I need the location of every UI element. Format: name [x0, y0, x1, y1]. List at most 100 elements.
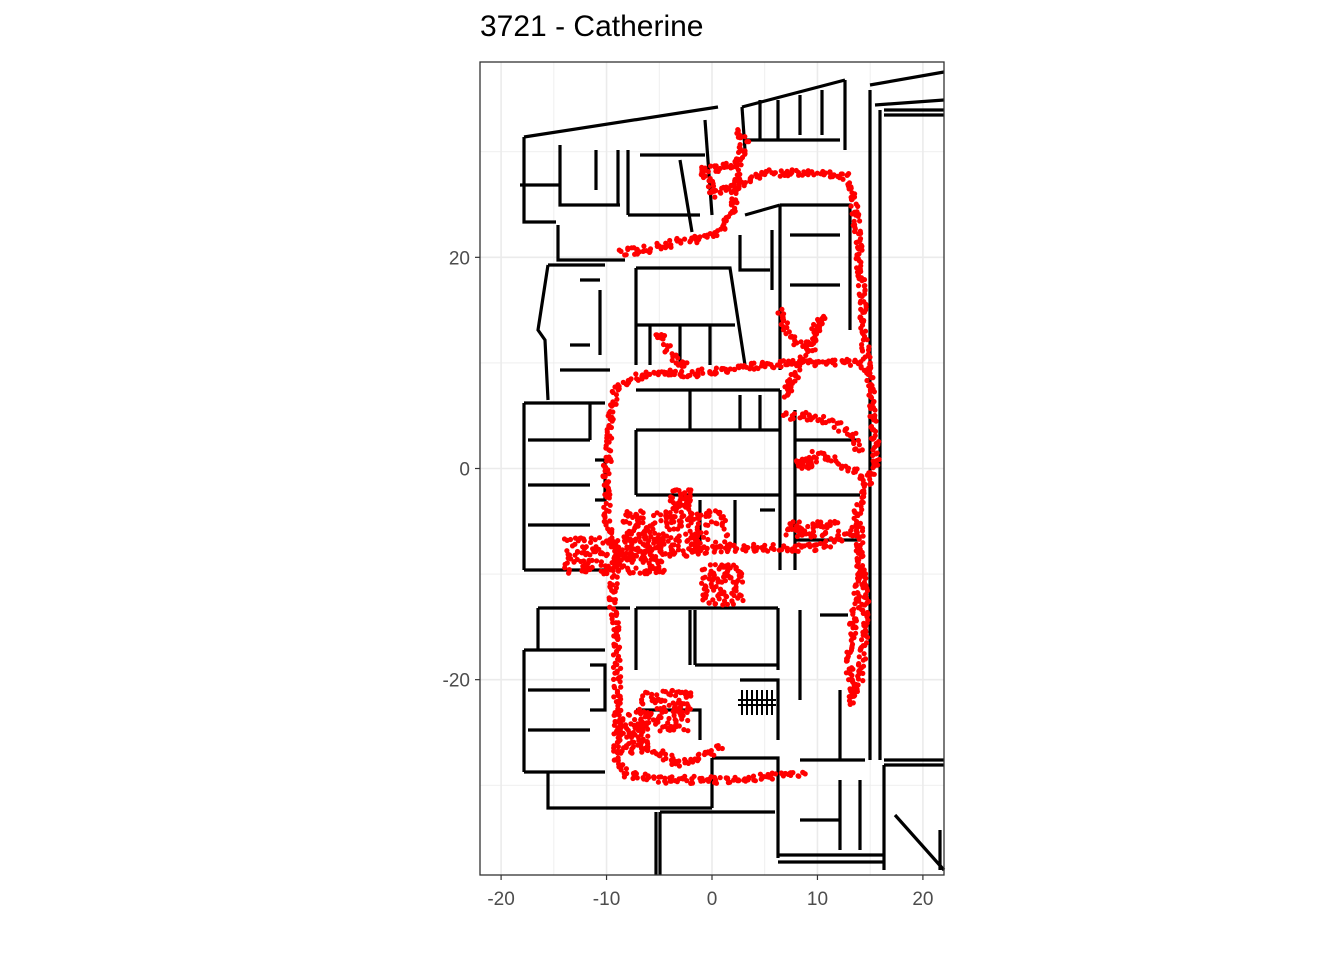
location-point: [864, 370, 870, 376]
location-point: [702, 749, 708, 755]
location-point: [859, 348, 866, 354]
location-point: [614, 396, 620, 402]
location-point: [851, 606, 857, 612]
location-point: [853, 541, 860, 548]
location-point: [859, 293, 865, 299]
location-point: [651, 512, 657, 519]
location-point: [808, 459, 814, 466]
location-point: [789, 167, 795, 173]
location-point: [725, 542, 731, 548]
location-point: [626, 528, 632, 535]
location-point: [603, 552, 609, 559]
location-point: [705, 184, 712, 190]
location-point: [681, 502, 687, 508]
location-point: [780, 358, 787, 364]
location-point: [651, 369, 657, 375]
location-point: [778, 321, 784, 328]
location-point: [860, 678, 866, 684]
x-axis: -20 -10 0 10 20: [487, 875, 933, 910]
location-point: [702, 591, 708, 598]
location-point: [636, 721, 642, 728]
location-point: [844, 359, 850, 365]
location-point: [700, 575, 706, 581]
location-point: [643, 747, 650, 753]
location-point: [832, 357, 838, 363]
location-point: [871, 398, 877, 405]
location-point: [781, 543, 787, 549]
location-point: [618, 248, 624, 254]
location-point: [647, 529, 653, 535]
location-point: [857, 300, 863, 306]
location-point: [611, 712, 617, 718]
location-point: [649, 563, 655, 570]
location-point: [853, 256, 859, 262]
wall: [523, 105, 719, 139]
location-point: [797, 367, 803, 373]
location-point: [718, 544, 724, 550]
location-point: [857, 546, 863, 552]
location-point: [735, 128, 741, 134]
location-point: [667, 237, 673, 244]
location-point: [658, 774, 664, 780]
location-point: [659, 539, 665, 546]
location-point: [842, 428, 848, 434]
location-point: [696, 544, 702, 551]
location-point: [807, 358, 813, 364]
location-point: [857, 475, 863, 481]
location-point: [640, 736, 646, 742]
location-point: [632, 525, 638, 531]
location-point: [852, 225, 858, 231]
chart-title: 3721 - Catherine: [480, 10, 704, 43]
location-point: [702, 173, 708, 179]
location-point: [625, 377, 631, 384]
location-point: [845, 655, 851, 661]
location-point: [692, 531, 699, 537]
location-point: [586, 557, 592, 564]
location-point: [815, 358, 822, 365]
location-point: [855, 560, 861, 566]
location-point: [852, 624, 858, 630]
location-point: [610, 620, 616, 626]
location-point: [827, 169, 833, 175]
location-point: [861, 309, 868, 315]
location-point: [848, 631, 854, 637]
location-point: [610, 389, 616, 396]
location-point: [787, 377, 793, 383]
location-point: [721, 526, 727, 532]
location-point: [858, 645, 864, 651]
location-point: [597, 551, 604, 557]
location-point: [661, 567, 667, 574]
location-point: [633, 565, 639, 571]
location-point: [706, 576, 712, 582]
location-point: [855, 213, 861, 219]
location-point: [638, 711, 644, 717]
location-point: [626, 712, 633, 718]
location-point: [757, 771, 764, 777]
location-point: [859, 318, 865, 324]
location-point: [592, 537, 598, 543]
location-point: [650, 717, 657, 723]
location-point: [862, 602, 868, 608]
location-point: [681, 360, 687, 366]
location-point: [859, 494, 866, 500]
location-point: [724, 775, 731, 781]
location-point: [861, 594, 867, 600]
location-point: [872, 428, 879, 434]
location-point: [851, 191, 857, 198]
location-point: [622, 555, 628, 561]
location-point: [706, 178, 712, 184]
location-point: [839, 171, 845, 177]
location-point: [658, 518, 664, 524]
location-point: [643, 525, 650, 531]
location-point: [696, 756, 702, 762]
location-point: [713, 539, 719, 545]
x-tick-label: 20: [912, 889, 933, 910]
location-point: [670, 369, 677, 375]
location-point: [735, 156, 742, 162]
location-point: [805, 523, 811, 530]
location-point: [638, 732, 644, 738]
location-point: [714, 232, 720, 239]
location-point: [688, 512, 694, 519]
location-point: [607, 604, 613, 610]
location-point: [630, 730, 637, 736]
